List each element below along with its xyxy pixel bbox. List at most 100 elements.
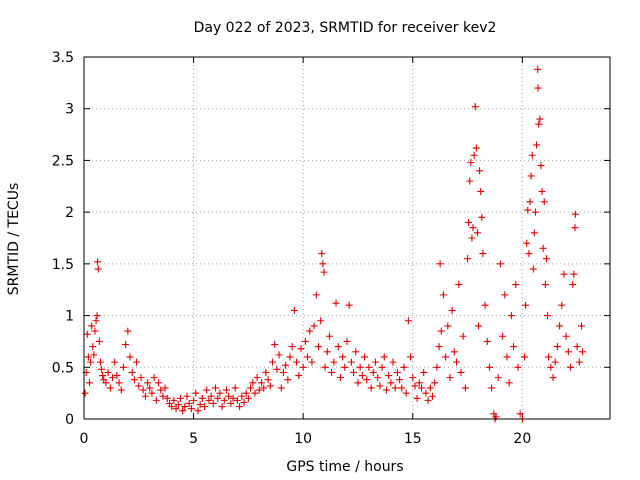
data-point xyxy=(499,332,507,340)
data-point xyxy=(503,353,511,361)
y-tick-label: 0.5 xyxy=(52,360,74,376)
data-point xyxy=(196,401,204,409)
data-point xyxy=(90,351,98,359)
data-point xyxy=(433,363,441,371)
data-point xyxy=(578,322,586,330)
data-point xyxy=(436,260,444,268)
data-point xyxy=(522,301,530,309)
data-point xyxy=(299,363,307,371)
data-point xyxy=(534,84,542,92)
data-point xyxy=(431,379,439,387)
data-point xyxy=(319,260,327,268)
data-point xyxy=(494,374,502,382)
data-point xyxy=(218,403,226,411)
x-tick-label: 15 xyxy=(404,431,422,447)
data-point xyxy=(488,384,496,392)
data-point xyxy=(94,265,102,273)
data-point xyxy=(242,389,250,397)
data-point xyxy=(240,398,248,406)
data-point xyxy=(369,368,377,376)
y-tick-label: 1.5 xyxy=(52,257,74,273)
data-point xyxy=(104,368,112,376)
data-point xyxy=(89,343,97,351)
data-point xyxy=(91,327,99,335)
data-point xyxy=(209,399,217,407)
data-point xyxy=(106,384,114,392)
data-point xyxy=(361,353,369,361)
data-point xyxy=(236,403,244,411)
data-point xyxy=(378,363,386,371)
data-point xyxy=(345,301,353,309)
data-point xyxy=(94,258,102,266)
data-point xyxy=(172,405,180,413)
data-point xyxy=(479,250,487,258)
data-point xyxy=(444,322,452,330)
data-point xyxy=(483,337,491,345)
data-point xyxy=(411,382,419,390)
data-point xyxy=(549,374,557,382)
data-point xyxy=(435,343,443,351)
data-point xyxy=(569,281,577,289)
data-point xyxy=(439,291,447,299)
data-point xyxy=(216,389,224,397)
data-point xyxy=(227,399,235,407)
data-point xyxy=(293,358,301,366)
x-tick-label: 10 xyxy=(294,431,312,447)
data-point xyxy=(318,250,326,258)
data-point xyxy=(308,358,316,366)
data-point xyxy=(260,384,268,392)
data-point xyxy=(113,372,121,380)
data-point xyxy=(174,401,182,409)
data-point xyxy=(253,374,261,382)
data-point xyxy=(534,65,542,73)
data-point xyxy=(141,392,149,400)
data-point xyxy=(92,317,100,325)
data-point xyxy=(201,403,209,411)
data-point xyxy=(87,358,95,366)
data-point xyxy=(448,306,456,314)
data-point xyxy=(304,353,312,361)
data-point xyxy=(505,379,513,387)
data-point xyxy=(251,389,259,397)
plot-frame xyxy=(83,56,611,420)
data-point xyxy=(122,341,130,349)
data-point xyxy=(98,365,106,373)
data-point xyxy=(159,392,167,400)
data-point xyxy=(139,386,147,394)
data-point xyxy=(516,410,524,418)
data-point xyxy=(181,403,189,411)
data-point xyxy=(529,265,537,273)
data-point xyxy=(477,187,485,195)
data-point xyxy=(393,368,401,376)
data-point xyxy=(533,141,541,149)
data-point xyxy=(115,379,123,387)
data-point xyxy=(128,368,136,376)
data-point xyxy=(255,386,263,394)
data-point xyxy=(85,379,93,387)
data-point xyxy=(535,120,543,128)
data-point xyxy=(472,144,480,152)
data-point xyxy=(222,386,230,394)
data-point xyxy=(374,374,382,382)
data-point xyxy=(161,384,169,392)
data-point xyxy=(478,213,486,221)
data-point xyxy=(418,384,426,392)
data-point xyxy=(356,363,364,371)
data-point xyxy=(501,291,509,299)
data-point xyxy=(152,396,160,404)
data-point xyxy=(130,376,138,384)
data-point xyxy=(170,396,178,404)
data-point xyxy=(290,306,298,314)
data-point xyxy=(562,332,570,340)
data-point xyxy=(332,299,340,307)
data-point xyxy=(510,343,518,351)
data-point xyxy=(102,379,110,387)
data-point xyxy=(203,386,211,394)
data-point xyxy=(207,392,215,400)
data-point xyxy=(339,353,347,361)
data-point xyxy=(551,358,559,366)
data-point xyxy=(233,396,241,404)
data-point xyxy=(350,368,358,376)
data-point xyxy=(547,363,555,371)
data-point xyxy=(455,281,463,289)
